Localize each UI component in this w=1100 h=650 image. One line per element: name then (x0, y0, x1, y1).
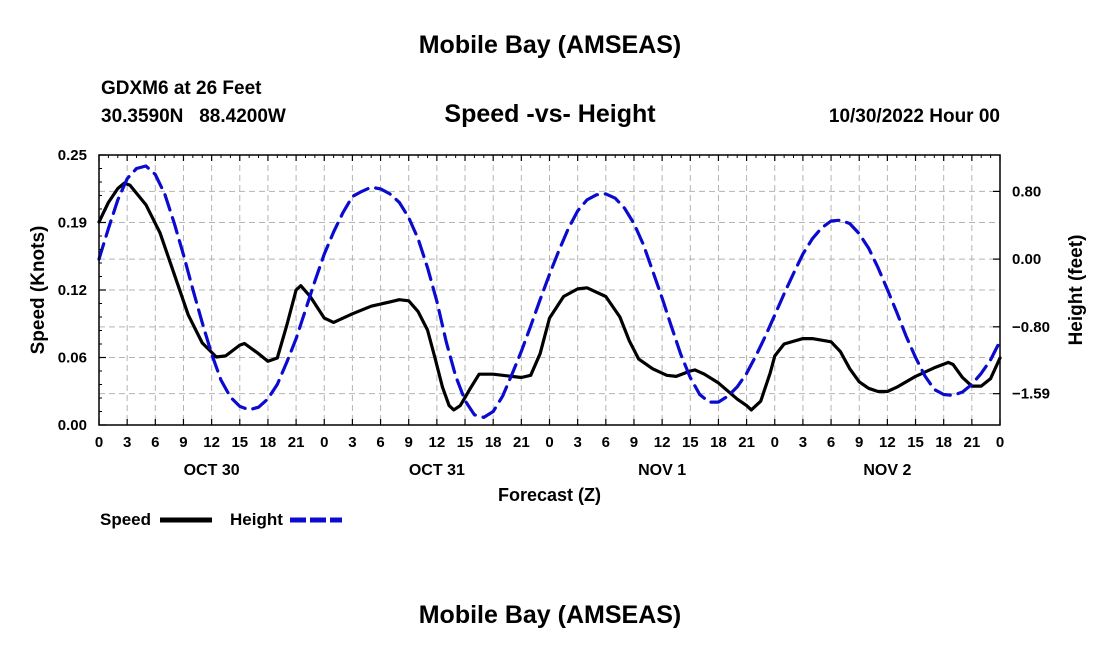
x-tick-label: 12 (654, 434, 671, 451)
x-tick-label: 0 (545, 434, 553, 451)
footer-title: Mobile Bay (AMSEAS) (418, 601, 682, 629)
x-tick-label: 18 (485, 434, 502, 451)
legend-label-speed: Speed (100, 510, 151, 529)
y-left-tick-label: 0.00 (58, 417, 87, 434)
y-left-tick-label: 0.12 (58, 282, 87, 299)
x-tick-label: 0 (996, 434, 1004, 451)
series-line-speed (97, 181, 1002, 412)
x-tick-label: 21 (964, 434, 981, 451)
x-tick-label: 6 (827, 434, 835, 451)
x-tick-label: 0 (95, 434, 103, 451)
y-right-tick-label: 0.00 (1012, 251, 1041, 268)
x-tick-label: 18 (710, 434, 727, 451)
x-tick-label: 6 (602, 434, 610, 451)
series-layer (97, 164, 1002, 419)
x-tick-label: 21 (288, 434, 305, 451)
day-label: NOV 1 (638, 462, 686, 479)
x-tick-label: 12 (203, 434, 220, 451)
x-tick-label: 3 (799, 434, 807, 451)
x-tick-label: 0 (320, 434, 328, 451)
y-right-tick-label: −1.59 (1012, 386, 1050, 403)
y-left-tick-label: 0.06 (58, 350, 87, 367)
x-tick-label: 21 (513, 434, 530, 451)
x-tick-label: 21 (738, 434, 755, 451)
x-tick-label: 9 (630, 434, 638, 451)
x-tick-label: 12 (429, 434, 446, 451)
x-tick-label: 18 (935, 434, 952, 451)
y-left-axis-label: Speed (Knots) (28, 226, 49, 355)
legend-label-height: Height (230, 510, 283, 529)
forecast-date: 10/30/2022 Hour 00 (828, 106, 1000, 127)
day-label: OCT 30 (184, 462, 240, 479)
legend: Speed Height (100, 510, 342, 529)
x-tick-label: 6 (376, 434, 384, 451)
ticks (98, 154, 1001, 426)
y-left-tick-label: 0.25 (58, 147, 87, 164)
x-tick-label: 15 (231, 434, 248, 451)
x-tick-label: 3 (348, 434, 356, 451)
y-left-tick-label: 0.19 (58, 215, 87, 232)
x-axis-label: Forecast (Z) (498, 485, 601, 505)
x-tick-label: 0 (771, 434, 779, 451)
y-right-axis-label: Height (feet) (1066, 235, 1087, 346)
axis-labels: 0 3 6 9 12 15 18 21 0 3 6 9 12 15 18 21 0 3 6 9 12 15 18 21 0 3 6 9… (28, 147, 1087, 505)
x-tick-label: 15 (682, 434, 699, 451)
day-label: OCT 31 (409, 462, 465, 479)
x-tick-label: 18 (260, 434, 277, 451)
x-tick-label: 3 (123, 434, 131, 451)
x-tick-label: 9 (855, 434, 863, 451)
day-label: NOV 2 (863, 462, 911, 479)
x-tick-label: 15 (907, 434, 924, 451)
y-right-tick-label: 0.80 (1012, 183, 1041, 200)
page-title: Mobile Bay (AMSEAS) (418, 31, 682, 59)
x-tick-label: 12 (879, 434, 896, 451)
y-right-tick-label: −0.80 (1012, 319, 1050, 336)
x-tick-label: 9 (179, 434, 187, 451)
chart-subtitle: Speed -vs- Height (444, 100, 656, 128)
series-line-height (97, 164, 1002, 419)
x-tick-label: 6 (151, 434, 159, 451)
x-tick-label: 3 (573, 434, 581, 451)
x-tick-label: 15 (457, 434, 474, 451)
coordinates-label: 30.3590N 88.4200W (101, 106, 286, 127)
x-tick-label: 9 (405, 434, 413, 451)
station-label: GDXM6 at 26 Feet (101, 78, 262, 99)
